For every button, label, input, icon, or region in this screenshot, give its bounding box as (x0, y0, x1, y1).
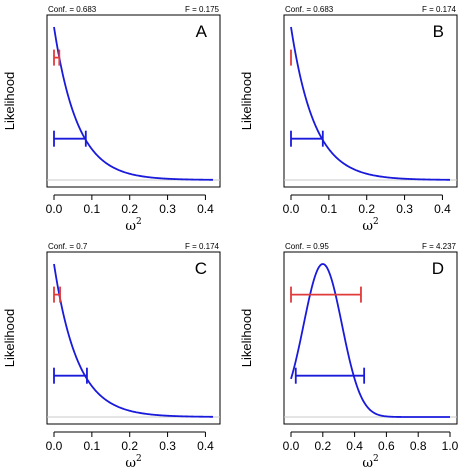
y-axis-label: Likelihood (239, 72, 254, 131)
panel-c: Conf. = 0.7 F = 0.174 C Likelihood 0.0 0.1 0.2… (2, 242, 221, 471)
plot-frame (283, 14, 458, 188)
panel-letter: D (432, 259, 444, 278)
y-axis-label: Likelihood (239, 309, 254, 368)
x-tick-label: 0.0 (46, 202, 63, 216)
panel-letter: B (433, 22, 444, 41)
x-tick-label: 0.2 (121, 439, 138, 453)
conf-label: Conf. = 0.95 (285, 242, 329, 251)
x-tick-label: 0.0 (46, 439, 63, 453)
plot-frame (283, 251, 458, 425)
panel-d: Conf. = 0.95 F = 4.237 D Likelihood 0.0 0.2 0.… (239, 242, 459, 471)
panel-a: Conf. = 0.683 F = 0.175 A Likelihood 0.0 0.1 0… (2, 5, 221, 234)
x-tick-label: 0.1 (321, 202, 338, 216)
f-label: F = 0.174 (422, 5, 457, 14)
f-label: F = 4.237 (422, 242, 457, 251)
blue-interval (294, 367, 366, 384)
conf-label: Conf. = 0.683 (285, 5, 334, 14)
x-tick-label: 0.3 (159, 202, 176, 216)
likelihood-curve (53, 26, 214, 181)
x-tick-label: 0.3 (159, 439, 176, 453)
x-tick-label: 0.4 (434, 202, 451, 216)
x-tick-label: 0.1 (84, 439, 101, 453)
y-axis-label: Likelihood (2, 309, 17, 368)
x-tick-label: 0.0 (283, 439, 300, 453)
x-tick-label: 0.2 (121, 202, 138, 216)
x-tick-label: 0.2 (358, 202, 375, 216)
x-axis-label: ω2 (362, 217, 378, 234)
plot-frame (46, 14, 221, 188)
x-tick-label: 0.1 (84, 202, 101, 216)
red-interval (53, 49, 61, 66)
panel-letter: A (196, 22, 208, 41)
conf-label: Conf. = 0.683 (48, 5, 97, 14)
x-tick-label: 0.4 (197, 439, 214, 453)
blue-interval (53, 367, 88, 384)
x-tick-label: 0.3 (396, 202, 413, 216)
x-axis-label: ω2 (125, 454, 141, 471)
x-tick-label: 0.4 (197, 202, 214, 216)
y-axis-label: Likelihood (2, 72, 17, 131)
x-tick-label: 0.4 (346, 439, 363, 453)
panel-letter: C (195, 259, 207, 278)
x-tick-label: 0.2 (314, 439, 331, 453)
x-tick-label: 1.0 (442, 439, 459, 453)
likelihood-curve (290, 263, 450, 418)
red-interval (290, 286, 362, 303)
f-label: F = 0.174 (185, 242, 220, 251)
x-tick-label: 0.6 (378, 439, 395, 453)
x-axis-label: ω2 (125, 217, 141, 234)
plot-frame (46, 251, 221, 425)
conf-label: Conf. = 0.7 (48, 242, 88, 251)
x-tick-label: 0.0 (283, 202, 300, 216)
panel-b: Conf. = 0.683 F = 0.174 B Likelihood 0.0 0.1 0… (239, 5, 458, 234)
f-label: F = 0.175 (185, 5, 220, 14)
blue-interval (290, 130, 324, 147)
x-tick-label: 0.8 (410, 439, 427, 453)
red-interval (53, 286, 61, 303)
likelihood-curve (290, 26, 451, 181)
x-axis-label: ω2 (362, 454, 378, 471)
blue-interval (53, 130, 87, 147)
likelihood-curve (53, 263, 214, 418)
